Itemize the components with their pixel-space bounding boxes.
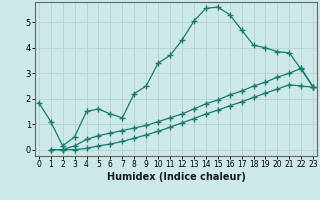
X-axis label: Humidex (Indice chaleur): Humidex (Indice chaleur) (107, 172, 245, 182)
